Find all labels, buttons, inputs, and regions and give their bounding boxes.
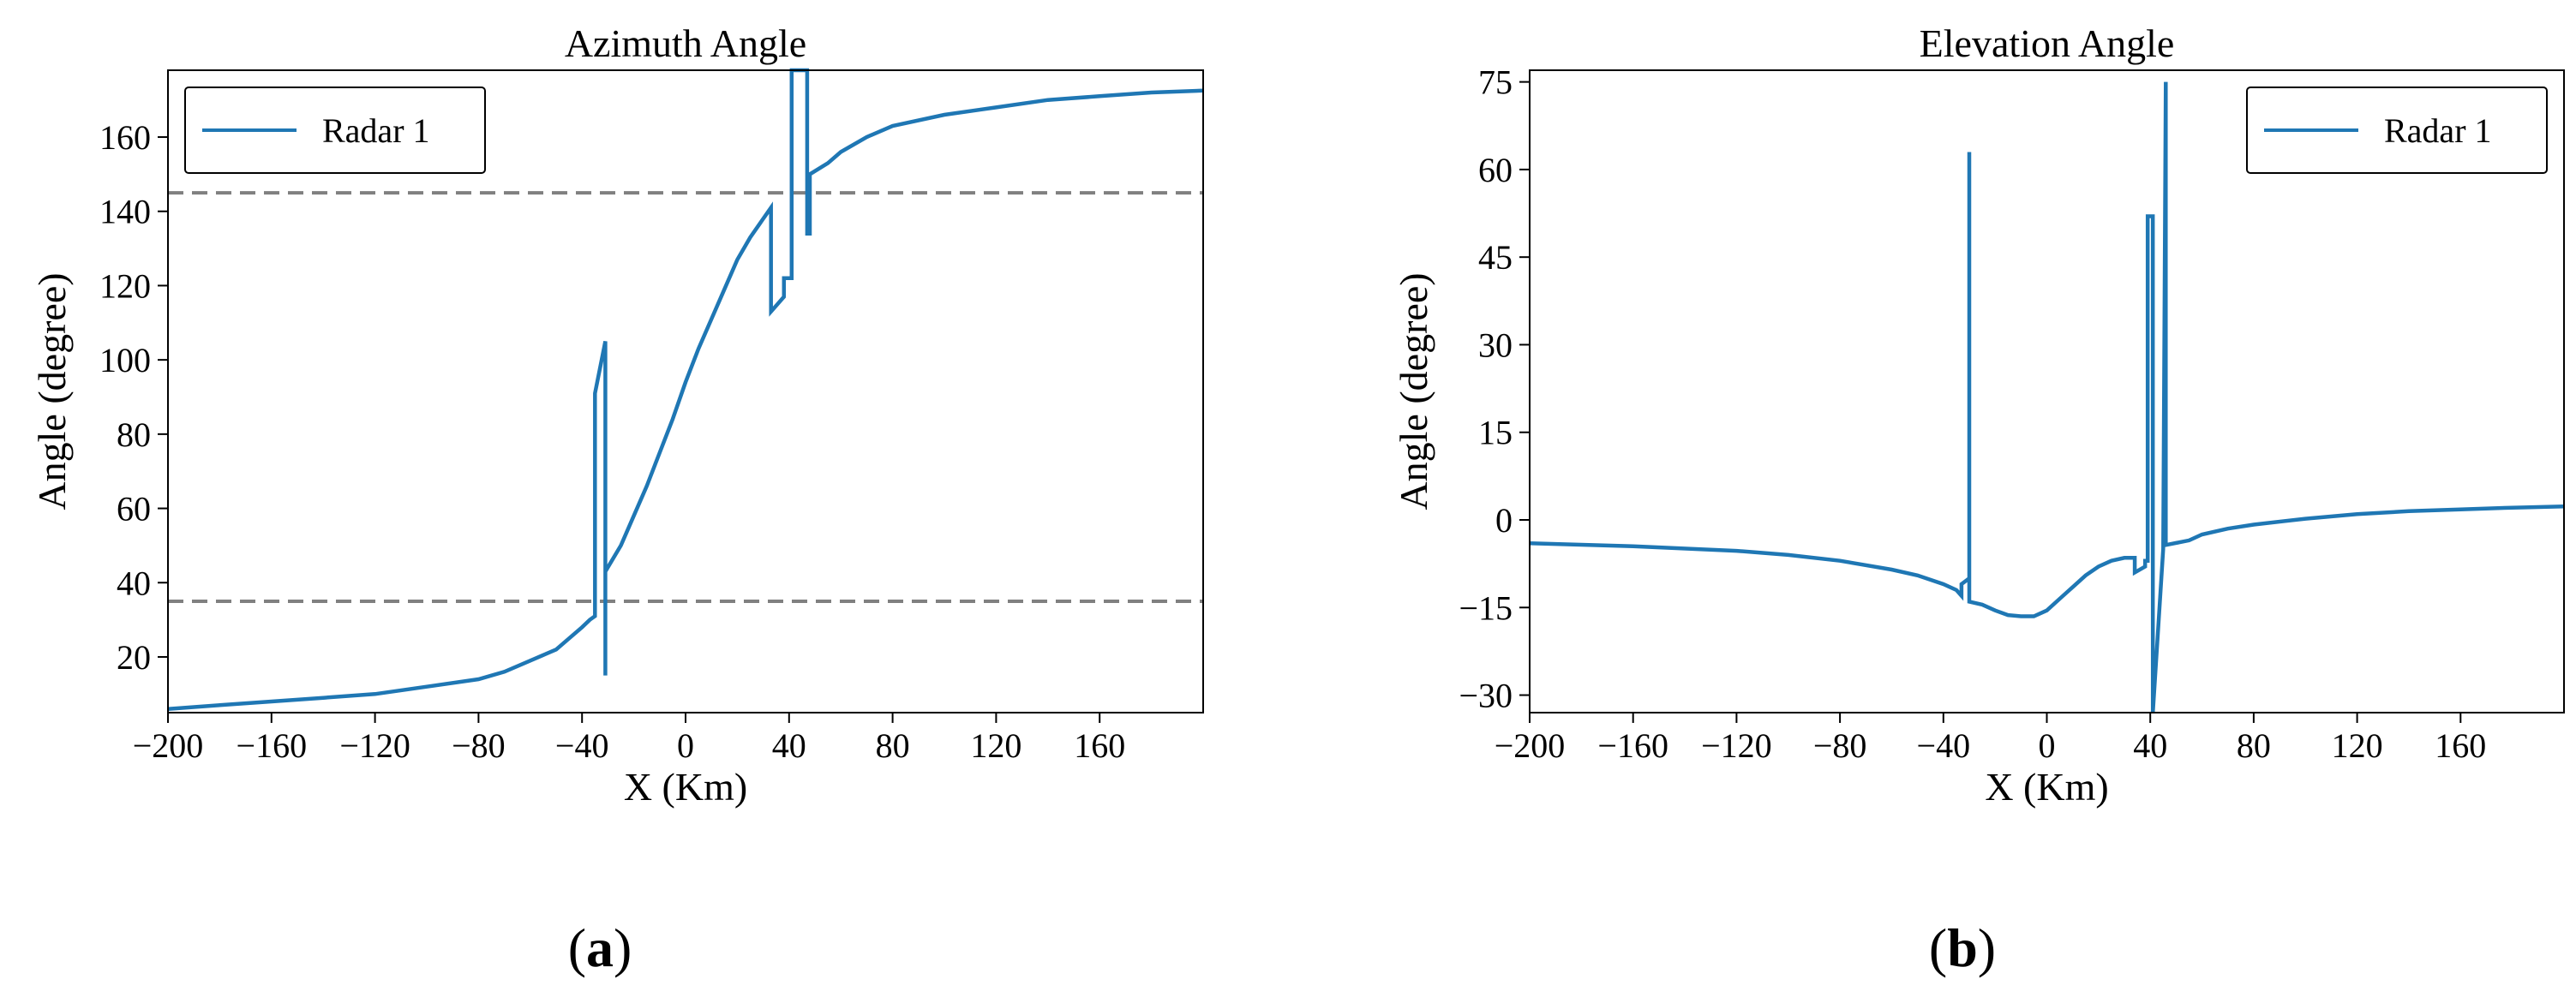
- azimuth-legend-box: [184, 87, 486, 174]
- x-tick-label: 120: [970, 726, 1021, 765]
- azimuth-x-ticks: −200 −160 −120 −80 −40 0 40 80 120 160: [133, 713, 1125, 765]
- y-tick-label: 60: [1478, 151, 1513, 189]
- y-tick-label: 80: [117, 415, 151, 454]
- x-tick-label: 80: [876, 726, 910, 765]
- y-tick-label: 20: [117, 638, 151, 677]
- elevation-chart: −200 −160 −120 −80 −40 0 40 80 120 160 −30 −15 0 15 3…: [1392, 21, 2565, 978]
- x-tick-label: 40: [2133, 726, 2167, 765]
- elevation-legend-label: Radar 1: [2384, 111, 2492, 150]
- x-tick-label: −120: [1701, 726, 1772, 765]
- panel-label-a: (a): [568, 917, 632, 978]
- panel-letter-b: b: [1947, 917, 1978, 978]
- y-tick-label: 160: [99, 118, 151, 157]
- elevation-series: [1529, 81, 2565, 713]
- y-tick-label: 40: [117, 564, 151, 602]
- x-tick-label: 160: [1074, 726, 1125, 765]
- elevation-y-ticks: −30 −15 0 15 30 45 60 75: [1459, 63, 1530, 715]
- series-line-radar-1: [1529, 81, 2565, 713]
- elevation-x-axis-label: X (Km): [1985, 765, 2108, 809]
- azimuth-y-axis-label: Angle (degree): [30, 272, 74, 510]
- y-tick-label: −15: [1459, 588, 1513, 627]
- elevation-title: Elevation Angle: [1920, 21, 2175, 65]
- y-tick-label: 0: [1495, 501, 1513, 540]
- x-tick-label: −80: [1813, 726, 1867, 765]
- azimuth-reference-lines: [168, 191, 1203, 603]
- azimuth-chart: −200 −160 −120 −80 −40 0 40 80 120 160 20 40 60 80 10…: [30, 21, 1204, 978]
- azimuth-legend: Radar 1: [184, 87, 486, 174]
- y-tick-label: 15: [1478, 414, 1513, 452]
- x-tick-label: −200: [133, 726, 204, 765]
- x-tick-label: −160: [237, 726, 308, 765]
- elevation-y-axis-label: Angle (degree): [1392, 272, 1435, 510]
- x-tick-label: −200: [1495, 726, 1566, 765]
- x-tick-label: −40: [555, 726, 609, 765]
- azimuth-y-ticks: 20 40 60 80 100 120 140 160: [99, 118, 168, 677]
- series-line-radar-1: [167, 68, 1204, 711]
- azimuth-series: [167, 68, 1204, 711]
- x-tick-label: 0: [677, 726, 694, 765]
- azimuth-title: Azimuth Angle: [565, 21, 806, 65]
- azimuth-legend-label: Radar 1: [322, 111, 430, 150]
- panel-label-b: (b): [1929, 917, 1996, 978]
- x-tick-label: −40: [1917, 726, 1971, 765]
- x-tick-label: 80: [2237, 726, 2271, 765]
- x-tick-label: 40: [772, 726, 806, 765]
- panel-letter-a: a: [586, 917, 614, 978]
- elevation-x-ticks: −200 −160 −120 −80 −40 0 40 80 120 160: [1495, 713, 2486, 765]
- y-tick-label: 75: [1478, 63, 1513, 102]
- y-tick-label: 45: [1478, 238, 1513, 277]
- x-tick-label: 160: [2435, 726, 2486, 765]
- y-tick-label: −30: [1459, 677, 1513, 715]
- x-tick-label: 0: [2039, 726, 2056, 765]
- y-tick-label: 120: [99, 266, 151, 305]
- elevation-legend-box: [2246, 87, 2548, 174]
- y-tick-label: 60: [117, 490, 151, 528]
- azimuth-x-axis-label: X (Km): [624, 765, 747, 809]
- y-tick-label: 100: [99, 341, 151, 379]
- y-tick-label: 30: [1478, 325, 1513, 364]
- elevation-legend: Radar 1: [2246, 87, 2548, 174]
- x-tick-label: −80: [452, 726, 506, 765]
- x-tick-label: 120: [2332, 726, 2383, 765]
- y-tick-label: 140: [99, 193, 151, 231]
- x-tick-label: −160: [1597, 726, 1668, 765]
- x-tick-label: −120: [339, 726, 410, 765]
